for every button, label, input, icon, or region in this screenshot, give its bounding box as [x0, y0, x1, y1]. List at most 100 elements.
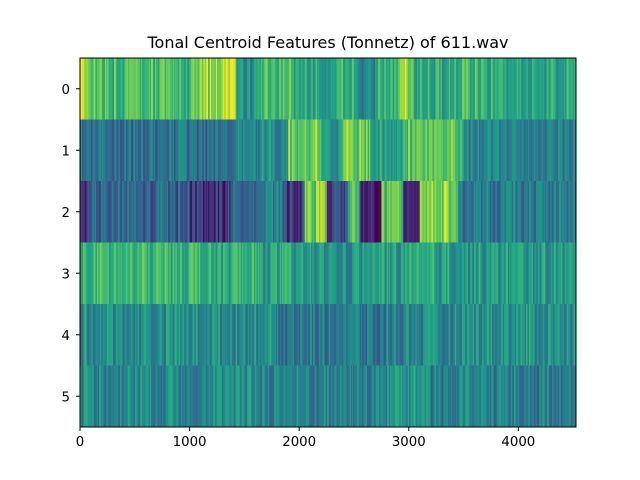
heatmap-cell — [398, 119, 401, 181]
heatmap-cell — [296, 304, 298, 366]
heatmap-cell — [440, 365, 442, 427]
heatmap-cell — [325, 365, 328, 427]
heatmap-cell — [440, 181, 443, 243]
heatmap-cell — [258, 304, 261, 366]
heatmap-cell — [361, 58, 363, 120]
heatmap-cell — [372, 119, 374, 181]
heatmap-cell — [574, 181, 577, 243]
heatmap-cell — [472, 58, 474, 120]
heatmap-cell — [361, 181, 364, 243]
heatmap-cell — [150, 181, 154, 243]
heatmap-cell — [425, 119, 428, 181]
heatmap-cell — [416, 242, 419, 304]
heatmap-cell — [213, 119, 215, 181]
heatmap-cell — [88, 365, 90, 427]
heatmap-cell — [95, 58, 98, 120]
heatmap-cell — [80, 119, 83, 181]
heatmap-cell — [546, 242, 549, 304]
heatmap-cell — [257, 242, 259, 304]
heatmap-cell — [282, 58, 284, 120]
heatmap-cell — [146, 304, 150, 366]
heatmap-cell — [164, 365, 166, 427]
heatmap-cell — [340, 304, 343, 366]
heatmap-cell — [390, 181, 393, 243]
heatmap-cell — [534, 119, 536, 181]
heatmap-cell — [216, 365, 218, 427]
heatmap-cell — [143, 58, 146, 120]
heatmap-cell — [107, 304, 110, 366]
heatmap-cell — [296, 119, 299, 181]
heatmap-cell — [402, 181, 404, 243]
heatmap-cell — [137, 365, 139, 427]
heatmap-cell — [144, 58, 148, 120]
heatmap-cell — [496, 365, 498, 427]
heatmap-cell — [453, 58, 455, 120]
heatmap-cell — [198, 119, 201, 181]
heatmap-cell — [572, 119, 575, 181]
heatmap-cell — [253, 119, 255, 181]
heatmap-cell — [412, 181, 415, 243]
heatmap-cell — [372, 242, 373, 304]
heatmap-cell — [368, 304, 372, 366]
heatmap-cell — [182, 365, 184, 427]
heatmap-cell — [246, 119, 249, 181]
heatmap-cell — [286, 181, 290, 243]
heatmap-cell — [150, 242, 154, 304]
heatmap-cell — [404, 365, 407, 427]
x-tick-label: 2000 — [282, 435, 316, 450]
heatmap-cell — [390, 365, 392, 427]
heatmap-cell — [233, 365, 236, 427]
heatmap-cell — [271, 181, 274, 243]
heatmap-cell — [239, 181, 241, 243]
heatmap-cell — [355, 119, 357, 181]
heatmap-cell — [183, 58, 186, 120]
heatmap-cell — [159, 58, 162, 120]
heatmap-cell — [127, 181, 130, 243]
heatmap-cell — [222, 119, 225, 181]
heatmap-cell — [443, 181, 446, 243]
heatmap-cell — [390, 304, 393, 366]
heatmap-cell — [565, 119, 568, 181]
heatmap-cell — [524, 365, 527, 427]
heatmap-cell — [409, 304, 412, 366]
heatmap-cell — [275, 304, 277, 366]
heatmap-cell — [327, 58, 329, 120]
heatmap-cell — [490, 119, 494, 181]
heatmap-cell — [307, 58, 310, 120]
heatmap-cell — [292, 181, 295, 243]
heatmap-cell — [122, 181, 124, 243]
heatmap-cell — [311, 181, 313, 243]
heatmap-cell — [269, 181, 272, 243]
heatmap-cell — [342, 242, 346, 304]
heatmap-cell — [312, 58, 315, 120]
heatmap-cell — [186, 365, 187, 427]
heatmap-cell — [119, 181, 123, 243]
heatmap-cell — [447, 58, 449, 120]
heatmap-cell — [304, 242, 307, 304]
heatmap-cell — [312, 181, 314, 243]
heatmap-cell — [506, 58, 509, 120]
heatmap-cell — [113, 181, 115, 243]
heatmap-cell — [502, 181, 505, 243]
heatmap-cell — [334, 119, 337, 181]
heatmap-cell — [527, 119, 530, 181]
heatmap-cell — [210, 365, 214, 427]
heatmap-cell — [115, 58, 117, 120]
heatmap-cell — [518, 119, 521, 181]
heatmap-cell — [203, 304, 205, 366]
heatmap-cell — [519, 119, 523, 181]
heatmap-cell — [552, 365, 554, 427]
heatmap-cell — [256, 304, 259, 366]
heatmap-cell — [133, 119, 136, 181]
heatmap-cell — [140, 119, 142, 181]
heatmap-cell — [142, 119, 144, 181]
heatmap-cell — [386, 242, 389, 304]
heatmap-cell — [562, 58, 565, 120]
heatmap-cell — [147, 181, 149, 243]
heatmap-cell — [140, 304, 143, 366]
heatmap-cell — [216, 58, 219, 120]
heatmap-cell — [90, 58, 93, 120]
heatmap-cell — [223, 365, 225, 427]
heatmap-cell — [111, 242, 113, 304]
heatmap-cell — [299, 58, 301, 120]
